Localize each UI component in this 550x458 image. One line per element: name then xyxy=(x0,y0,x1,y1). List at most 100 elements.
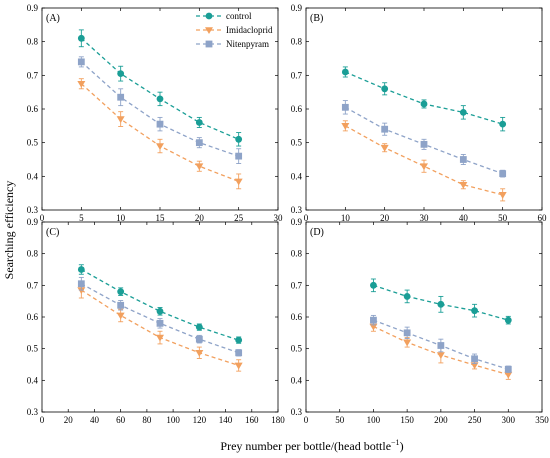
series-control xyxy=(77,29,243,147)
y-tick-label: 0.7 xyxy=(27,280,39,290)
data-point xyxy=(195,119,203,126)
panel-label: (D) xyxy=(310,227,324,238)
fit-line xyxy=(81,283,239,354)
data-point xyxy=(235,152,243,160)
x-tick-label: 30 xyxy=(420,213,430,223)
data-point xyxy=(504,365,512,373)
data-point xyxy=(341,103,349,111)
plot-frame xyxy=(305,7,543,211)
y-tick-label: 0.5 xyxy=(291,344,303,354)
panel-label: (A) xyxy=(46,13,60,24)
y-tick-label: 0.7 xyxy=(291,280,303,290)
data-point xyxy=(77,287,86,295)
data-point xyxy=(235,349,243,357)
y-tick-label: 0.9 xyxy=(291,217,303,227)
plot-frame xyxy=(41,221,279,413)
x-tick-label: 40 xyxy=(90,415,100,425)
data-point xyxy=(471,307,478,315)
x-tick-label: 0 xyxy=(304,415,309,425)
y-tick-label: 0.6 xyxy=(291,104,303,114)
y-tick-label: 0.5 xyxy=(291,138,303,148)
data-point xyxy=(116,312,125,320)
legend-marker xyxy=(205,12,213,20)
data-point xyxy=(234,178,243,186)
y-tick-label: 0.3 xyxy=(291,205,303,215)
y-tick-label: 0.9 xyxy=(27,217,39,227)
series-imidacloprid xyxy=(77,78,243,190)
data-point xyxy=(370,316,377,324)
legend-entry-nitenpyram: Nitenpyram xyxy=(196,39,269,49)
data-point xyxy=(504,371,513,379)
chart-panel-2: 0 10 20 30 40 50 60 0.3 0.4 0.5 0.6 0.7 0.8 0.9 (B) xyxy=(291,3,547,223)
data-point xyxy=(235,336,243,344)
y-tick-label: 0.9 xyxy=(291,3,303,13)
data-point xyxy=(77,280,85,288)
data-point xyxy=(77,80,86,88)
x-tick-label: 5 xyxy=(79,213,84,223)
x-tick-label: 15 xyxy=(156,213,166,223)
data-point xyxy=(156,319,164,327)
y-tick-label: 0.8 xyxy=(27,249,39,259)
series-nitenpyram xyxy=(370,314,512,373)
data-point xyxy=(499,120,507,128)
x-axis-label-main: Prey number per bottle/(head bottle xyxy=(220,439,391,453)
data-point xyxy=(370,281,377,289)
y-tick-label: 0.4 xyxy=(27,171,39,181)
data-point xyxy=(235,135,243,143)
series-imidacloprid xyxy=(77,281,243,372)
data-point xyxy=(436,352,445,359)
x-tick-label: 40 xyxy=(459,213,469,223)
legend: control Imidacloprid Nitenpyram xyxy=(196,11,273,49)
data-point xyxy=(470,362,479,370)
x-tick-label: 60 xyxy=(116,415,126,425)
y-tick-label: 0.8 xyxy=(291,37,303,47)
data-point xyxy=(381,85,389,93)
data-point xyxy=(504,316,512,324)
x-tick-label: 0 xyxy=(40,213,45,223)
data-point xyxy=(195,163,204,171)
x-tick-label: 180 xyxy=(271,415,285,425)
data-point xyxy=(420,100,428,108)
legend-marker xyxy=(205,40,213,48)
x-axis-label-sup: −1 xyxy=(391,438,400,447)
x-tick-label: 30 xyxy=(274,213,284,223)
x-tick-label: 350 xyxy=(535,415,549,425)
data-point xyxy=(117,288,125,296)
series-nitenpyram xyxy=(341,100,507,178)
x-tick-label: 200 xyxy=(434,415,448,425)
y-tick-label: 0.4 xyxy=(291,375,303,385)
y-tick-label: 0.5 xyxy=(27,344,39,354)
x-tick-label: 300 xyxy=(502,415,516,425)
data-point xyxy=(156,307,164,315)
data-point xyxy=(195,335,203,343)
data-point xyxy=(156,143,164,151)
chart-panel-1: 0 5 10 15 20 25 30 0.3 0.4 0.5 0.6 0.7 0.8 0.9 (A) xyxy=(27,3,283,223)
x-tick-label: 10 xyxy=(116,213,126,223)
x-tick-label: 100 xyxy=(166,415,180,425)
data-point xyxy=(341,123,350,130)
series-imidacloprid xyxy=(341,120,507,202)
data-point xyxy=(381,125,389,133)
y-tick-label: 0.8 xyxy=(27,37,39,47)
legend-entry-control: control xyxy=(196,11,252,21)
chart-panel-3: 0 20 40 60 80 100 120 140 160 180 0.3 0.4 0.5 0.6 0.7 0… xyxy=(27,217,286,425)
x-tick-label: 250 xyxy=(468,415,482,425)
panel-label: (B) xyxy=(310,13,323,24)
x-tick-label: 20 xyxy=(380,213,390,223)
legend-label: Nitenpyram xyxy=(226,39,269,49)
x-tick-label: 20 xyxy=(195,213,205,223)
data-point xyxy=(498,192,507,199)
fit-line xyxy=(81,268,239,341)
data-point xyxy=(341,68,349,76)
y-tick-label: 0.8 xyxy=(291,249,303,259)
data-point xyxy=(459,156,467,163)
chart-panel-4: 0 50 100 150 200 250 300 350 0.3 0.4 0.5 0.6 0.7 0.8 0… xyxy=(291,217,550,425)
fit-line xyxy=(345,125,503,196)
x-tick-label: 120 xyxy=(193,415,207,425)
legend-label: Imidacloprid xyxy=(226,25,273,35)
x-tick-label: 100 xyxy=(367,415,381,425)
x-tick-label: 10 xyxy=(341,213,351,223)
y-tick-label: 0.3 xyxy=(27,205,39,215)
series-nitenpyram xyxy=(77,276,243,357)
data-point xyxy=(116,116,125,124)
